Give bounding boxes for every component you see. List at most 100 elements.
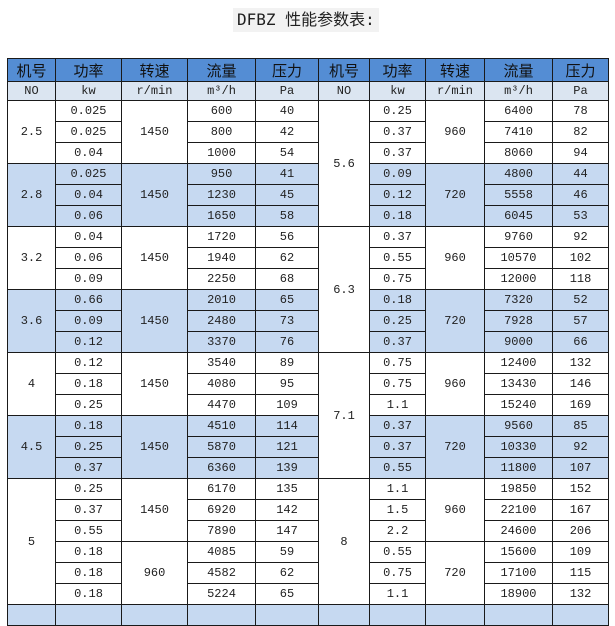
table-row: 3.6 0.66 1450 2010 65 0.18 720 7320 52 xyxy=(7,289,609,353)
power-kw: 0.025 xyxy=(55,163,122,185)
power-kw: 0.37 xyxy=(369,415,426,437)
pressure: 206 xyxy=(552,520,609,542)
table-cell xyxy=(187,604,256,626)
table-row: 0.09 2250 68 0.75 12000 118 xyxy=(8,268,609,290)
airflow: 7410 xyxy=(484,121,553,143)
table-row: 0.18 4582 62 0.75 17100 115 xyxy=(8,562,609,584)
speed-rpm: 1450 xyxy=(121,352,188,416)
power-kw: 1.1 xyxy=(369,394,426,416)
airflow: 12400 xyxy=(484,352,553,374)
pressure: 152 xyxy=(552,478,609,500)
power-kw: 0.12 xyxy=(55,331,122,353)
unit-header: kw xyxy=(369,81,426,101)
pressure: 147 xyxy=(255,520,319,542)
table-cell xyxy=(255,604,319,626)
airflow: 3370 xyxy=(187,331,256,353)
pressure: 142 xyxy=(255,499,319,521)
airflow: 4080 xyxy=(187,373,256,395)
power-kw: 1.5 xyxy=(369,499,426,521)
pressure: 132 xyxy=(552,352,609,374)
pressure: 139 xyxy=(255,457,319,479)
pressure: 41 xyxy=(255,163,319,185)
pressure: 167 xyxy=(552,499,609,521)
power-kw: 2.2 xyxy=(369,520,426,542)
power-kw: 0.75 xyxy=(369,352,426,374)
pressure: 115 xyxy=(552,562,609,584)
airflow: 1650 xyxy=(187,205,256,227)
power-kw: 0.75 xyxy=(369,373,426,395)
pressure: 65 xyxy=(255,289,319,311)
table-row: 0.55 7890 147 2.2 24600 206 xyxy=(8,520,609,542)
airflow: 12000 xyxy=(484,268,553,290)
airflow: 4800 xyxy=(484,163,553,185)
power-kw: 0.09 xyxy=(55,268,122,290)
power-kw: 0.55 xyxy=(369,541,426,563)
column-header: 转速 xyxy=(121,58,188,82)
power-kw: 0.18 xyxy=(55,583,122,605)
pressure: 42 xyxy=(255,121,319,143)
header-row: 机号 功率 转速 流量 压力 机号 功率 转速 流量 压力 xyxy=(7,58,609,82)
table-cell xyxy=(369,604,426,626)
model-number: 5 xyxy=(7,478,56,605)
power-kw: 0.55 xyxy=(55,520,122,542)
pressure: 82 xyxy=(552,121,609,143)
model-number: 8 xyxy=(318,478,370,605)
power-kw: 0.12 xyxy=(369,184,426,206)
power-kw: 0.66 xyxy=(55,289,122,311)
speed-rpm: 960 xyxy=(425,478,485,542)
airflow: 1940 xyxy=(187,247,256,269)
table-row: 4.5 0.18 1450 4510 114 0.37 720 9560 85 xyxy=(7,415,609,479)
power-kw: 0.37 xyxy=(369,142,426,164)
speed-rpm: 960 xyxy=(425,100,485,164)
table-row: 0.18 4080 95 0.75 13430 146 xyxy=(8,373,609,395)
airflow: 1720 xyxy=(187,226,256,248)
power-kw: 0.25 xyxy=(55,394,122,416)
power-kw: 0.18 xyxy=(55,373,122,395)
airflow: 2250 xyxy=(187,268,256,290)
airflow: 15240 xyxy=(484,394,553,416)
model-number: 3.6 xyxy=(7,289,56,353)
power-kw: 0.25 xyxy=(369,100,426,122)
power-kw: 1.1 xyxy=(369,478,426,500)
airflow: 9000 xyxy=(484,331,553,353)
airflow: 6045 xyxy=(484,205,553,227)
model-number: 2.8 xyxy=(7,163,56,227)
model-number: 5.6 xyxy=(318,100,370,227)
airflow: 5870 xyxy=(187,436,256,458)
airflow: 7890 xyxy=(187,520,256,542)
pressure: 85 xyxy=(552,415,609,437)
power-kw: 0.04 xyxy=(55,142,122,164)
power-kw: 0.75 xyxy=(369,562,426,584)
speed-rpm: 720 xyxy=(425,541,485,605)
table-row: 0.18 960 4085 59 0.55 720 15600 109 xyxy=(8,541,609,605)
power-kw: 0.18 xyxy=(55,415,122,437)
airflow: 1230 xyxy=(187,184,256,206)
table-row: 0.025 800 42 0.37 7410 82 xyxy=(8,121,609,143)
speed-rpm: 1450 xyxy=(121,289,188,353)
pressure: 132 xyxy=(552,583,609,605)
pressure: 114 xyxy=(255,415,319,437)
power-kw: 0.37 xyxy=(55,457,122,479)
pressure: 121 xyxy=(255,436,319,458)
pressure: 102 xyxy=(552,247,609,269)
column-header: 机号 xyxy=(7,58,56,82)
table-row: 3.2 0.04 1450 1720 56 6.3 0.37 960 9760 92 xyxy=(7,226,609,353)
airflow: 24600 xyxy=(484,520,553,542)
table-cell xyxy=(425,604,485,626)
table-cell xyxy=(318,604,370,626)
table-row: 0.37 6920 142 1.5 22100 167 xyxy=(8,499,609,521)
table-row: 0.37 6360 139 0.55 11800 107 xyxy=(8,457,609,479)
airflow: 7928 xyxy=(484,310,553,332)
power-kw: 0.06 xyxy=(55,205,122,227)
pressure: 59 xyxy=(255,541,319,563)
airflow: 19850 xyxy=(484,478,553,500)
unit-header: Pa xyxy=(552,81,609,101)
speed-rpm: 1450 xyxy=(121,163,188,227)
airflow: 5558 xyxy=(484,184,553,206)
pressure: 52 xyxy=(552,289,609,311)
airflow: 800 xyxy=(187,121,256,143)
airflow: 600 xyxy=(187,100,256,122)
airflow: 6400 xyxy=(484,100,553,122)
pressure: 89 xyxy=(255,352,319,374)
power-kw: 0.37 xyxy=(369,331,426,353)
